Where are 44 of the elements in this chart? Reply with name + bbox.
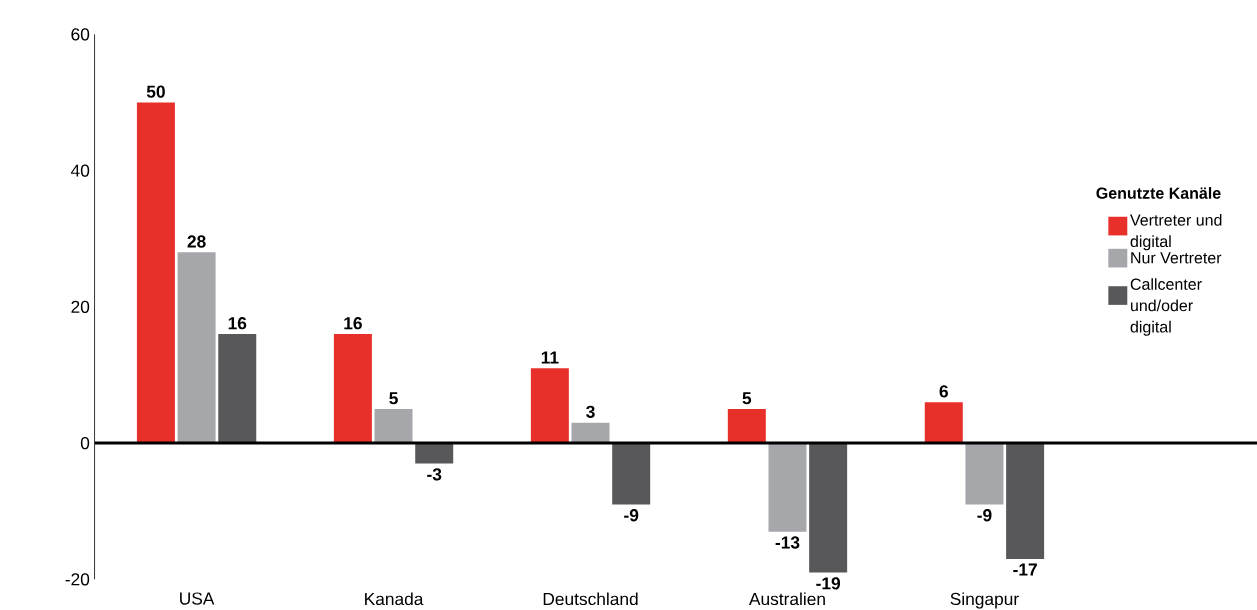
x-tick-label: Deutschland — [543, 592, 638, 606]
bar — [727, 409, 766, 444]
data-label: -17 — [1013, 563, 1037, 576]
x-tick-label: Australien — [748, 592, 825, 606]
data-label: 5 — [742, 392, 752, 405]
bar — [965, 443, 1004, 505]
data-label: 16 — [344, 317, 362, 330]
data-label: -9 — [977, 509, 992, 522]
data-label: -13 — [775, 536, 800, 549]
data-label: -9 — [624, 509, 639, 522]
data-label: 11 — [541, 351, 559, 364]
y-tick-label: 40 — [70, 164, 90, 177]
bar — [218, 334, 257, 444]
legend-label: Nur Vertreter — [1131, 252, 1222, 264]
bar — [415, 443, 454, 464]
x-tick-label: Singapur — [950, 592, 1019, 609]
bar — [136, 102, 175, 444]
data-label: 50 — [146, 85, 165, 98]
bar — [809, 443, 848, 573]
y-tick-label: -20 — [65, 573, 90, 586]
y-tick-label: 0 — [80, 436, 90, 450]
y-tick-label: 60 — [71, 28, 90, 41]
bar — [530, 368, 569, 444]
bar — [333, 334, 372, 444]
bar — [924, 402, 963, 444]
bar — [374, 409, 413, 444]
legend-label: Vertreter und digital — [1130, 214, 1222, 251]
data-label: -3 — [427, 468, 442, 481]
y-tick-label: 20 — [71, 300, 90, 313]
x-tick-label: Kanada — [365, 592, 424, 606]
bar — [571, 422, 610, 444]
bar — [177, 252, 216, 444]
bar — [612, 443, 651, 505]
data-label: 28 — [187, 235, 206, 248]
legend-title: Genutzte Kanäle — [1096, 187, 1221, 199]
data-label: 3 — [586, 405, 595, 418]
data-label: 16 — [228, 317, 247, 330]
bar — [768, 443, 807, 532]
data-label: 5 — [389, 392, 398, 405]
data-label: -19 — [816, 577, 841, 590]
bar — [1006, 443, 1045, 559]
x-tick-label: USA — [180, 592, 215, 605]
data-label: 6 — [939, 385, 948, 398]
legend-label: Callcenter und/oder digital — [1130, 278, 1202, 336]
